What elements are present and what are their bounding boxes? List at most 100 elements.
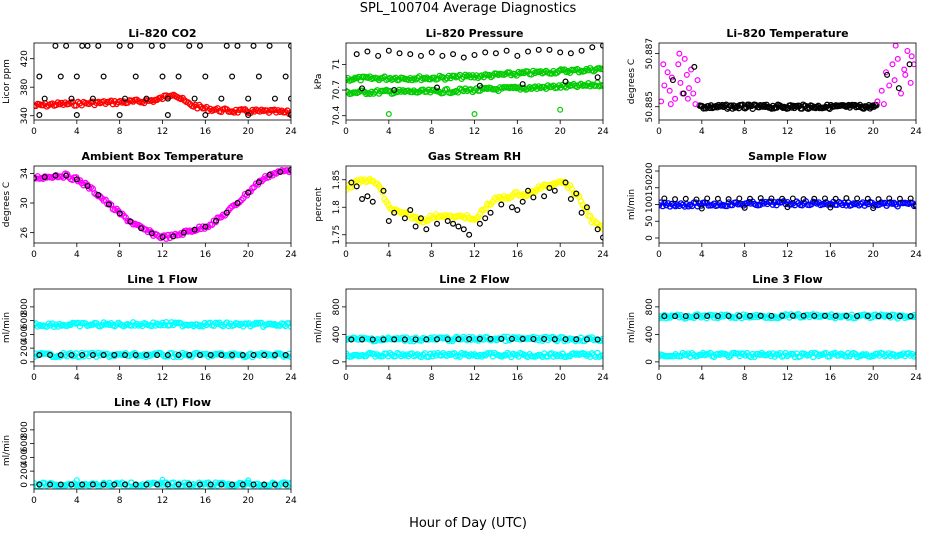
series-2 (348, 179, 603, 241)
data-point (535, 46, 542, 53)
data-point (528, 71, 535, 78)
y-tick-label: 420 (20, 50, 30, 67)
data-point (573, 336, 580, 343)
series-2 (659, 349, 916, 361)
data-point (583, 336, 590, 343)
data-point (460, 54, 467, 61)
data-point (95, 43, 102, 49)
data-point (471, 111, 478, 118)
data-point (218, 352, 225, 359)
data-point (285, 320, 291, 327)
data-point (870, 205, 877, 212)
y-tick-label: 800 (20, 421, 30, 438)
data-point (832, 312, 839, 319)
x-tick-label: 24 (910, 373, 922, 383)
data-point (912, 351, 916, 359)
data-point (255, 73, 262, 80)
data-point (910, 311, 916, 319)
data-point (359, 336, 366, 343)
x-tick-label: 12 (469, 127, 480, 137)
data-point (444, 218, 451, 225)
data-point (159, 234, 166, 241)
data-point (407, 207, 414, 214)
x-tick-label: 12 (469, 373, 480, 383)
data-point (908, 53, 915, 60)
series-2 (659, 43, 916, 108)
data-point (261, 352, 268, 359)
data-point (288, 43, 291, 49)
data-point (122, 352, 129, 359)
x-tick-label: 16 (512, 373, 524, 383)
y-tick-label: 100 (645, 196, 655, 213)
x-tick-label: 0 (656, 250, 662, 260)
data-point (680, 90, 687, 97)
x-tick-label: 12 (782, 127, 793, 137)
panel-y-axis-label: percent (314, 187, 324, 222)
data-point (886, 313, 893, 320)
y-tick-label: 50 (645, 215, 655, 227)
data-point (186, 481, 193, 488)
data-point (567, 196, 574, 203)
figure-title: SPL_100704 Average Diagnostics (359, 1, 577, 16)
y-tick-label: 70.7 (332, 80, 342, 100)
data-point (100, 481, 107, 488)
y-tick-label: 400 (20, 326, 30, 343)
data-point (789, 312, 796, 319)
data-point (207, 481, 214, 488)
x-tick-label: 16 (200, 250, 212, 260)
data-point (843, 312, 850, 319)
data-point (245, 189, 252, 196)
data-point (186, 352, 193, 359)
data-point (68, 481, 75, 488)
data-point (79, 481, 86, 488)
data-point (672, 95, 679, 102)
y-tick-label: 50.887 (645, 38, 655, 70)
panel-data (34, 43, 291, 119)
data-point (482, 49, 489, 56)
data-point (901, 66, 908, 73)
data-point (364, 193, 371, 200)
data-point (854, 312, 861, 319)
y-tick-label: 200 (20, 462, 30, 479)
x-tick-label: 12 (469, 250, 480, 260)
data-point (192, 101, 199, 109)
panel-4: Ambient Box Temperature degrees C 0 4 8 12 16 2… (2, 150, 297, 260)
y-tick-label: 800 (332, 298, 342, 315)
data-point (736, 312, 743, 319)
x-tick-label: 20 (554, 127, 566, 137)
data-point (401, 215, 408, 222)
data-point (551, 336, 558, 343)
y-tick-label: 800 (20, 298, 30, 315)
data-point (288, 95, 291, 102)
data-point (904, 47, 911, 54)
data-point (223, 43, 230, 49)
data-point (466, 336, 473, 343)
data-point (567, 50, 574, 57)
data-point (369, 198, 376, 205)
series-3 (348, 335, 601, 343)
series-1 (659, 310, 916, 322)
data-point (907, 195, 914, 202)
data-point (266, 171, 273, 178)
y-tick-label: 340 (20, 107, 30, 124)
data-point (725, 196, 732, 203)
data-point (599, 82, 603, 90)
x-tick-label: 8 (742, 127, 748, 137)
data-point (896, 195, 903, 202)
data-point (800, 312, 807, 319)
panel-y-axis-label: ml/min (627, 312, 637, 343)
figure-x-axis-label: Hour of Day (UTC) (409, 516, 527, 531)
data-point (34, 353, 38, 361)
data-point (779, 312, 786, 319)
panel-title: Line 3 Flow (752, 273, 822, 286)
data-point (412, 223, 419, 230)
x-tick-label: 8 (742, 250, 748, 260)
panel-data (34, 319, 291, 361)
data-point (912, 201, 916, 208)
x-tick-label: 4 (386, 373, 392, 383)
data-point (476, 335, 483, 342)
data-point (36, 73, 43, 80)
panel-title: Li–820 Temperature (726, 27, 848, 40)
x-tick-label: 8 (429, 373, 435, 383)
data-point (95, 191, 102, 198)
